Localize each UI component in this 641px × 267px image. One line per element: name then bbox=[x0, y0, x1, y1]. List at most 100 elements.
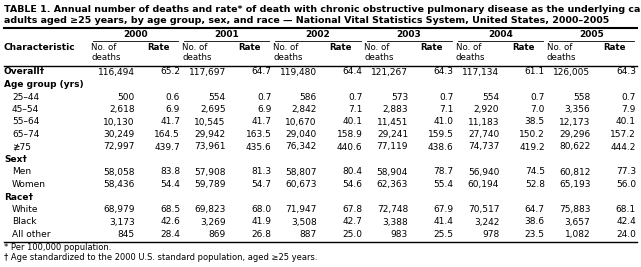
Text: No. of
deaths: No. of deaths bbox=[456, 43, 485, 62]
Text: Race†: Race† bbox=[4, 193, 33, 202]
Text: 52.8: 52.8 bbox=[525, 180, 545, 189]
Text: 54.7: 54.7 bbox=[251, 180, 271, 189]
Text: 29,942: 29,942 bbox=[195, 130, 226, 139]
Text: 76,342: 76,342 bbox=[286, 143, 317, 151]
Text: 68.1: 68.1 bbox=[616, 205, 636, 214]
Text: 45–54: 45–54 bbox=[12, 105, 39, 114]
Text: 439.7: 439.7 bbox=[154, 143, 180, 151]
Text: 3,388: 3,388 bbox=[382, 218, 408, 226]
Text: 68.0: 68.0 bbox=[251, 205, 271, 214]
Text: 81.3: 81.3 bbox=[251, 167, 271, 176]
Text: Age group (yrs): Age group (yrs) bbox=[4, 80, 83, 89]
Text: 41.0: 41.0 bbox=[434, 117, 454, 127]
Text: 3,173: 3,173 bbox=[109, 218, 135, 226]
Text: 25–44: 25–44 bbox=[12, 92, 39, 101]
Text: 60,194: 60,194 bbox=[468, 180, 499, 189]
Text: 116,494: 116,494 bbox=[97, 68, 135, 77]
Text: 554: 554 bbox=[208, 92, 226, 101]
Text: 73,961: 73,961 bbox=[194, 143, 226, 151]
Text: 61.1: 61.1 bbox=[525, 68, 545, 77]
Text: 2,618: 2,618 bbox=[109, 105, 135, 114]
Text: 0.7: 0.7 bbox=[531, 92, 545, 101]
Text: adults aged ≥25 years, by age group, sex, and race — National Vital Statistics S: adults aged ≥25 years, by age group, sex… bbox=[4, 16, 609, 25]
Text: 121,267: 121,267 bbox=[371, 68, 408, 77]
Text: 59,789: 59,789 bbox=[194, 180, 226, 189]
Text: 65–74: 65–74 bbox=[12, 130, 39, 139]
Text: 0.7: 0.7 bbox=[257, 92, 271, 101]
Text: 983: 983 bbox=[391, 230, 408, 239]
Text: 74,737: 74,737 bbox=[468, 143, 499, 151]
Text: 440.6: 440.6 bbox=[337, 143, 363, 151]
Text: 38.6: 38.6 bbox=[525, 218, 545, 226]
Text: 70,517: 70,517 bbox=[468, 205, 499, 214]
Text: 64.7: 64.7 bbox=[525, 205, 545, 214]
Text: 11,183: 11,183 bbox=[468, 117, 499, 127]
Text: 435.6: 435.6 bbox=[246, 143, 271, 151]
Text: 2005: 2005 bbox=[579, 30, 604, 39]
Text: 65.2: 65.2 bbox=[160, 68, 180, 77]
Text: 41.4: 41.4 bbox=[434, 218, 454, 226]
Text: 77.3: 77.3 bbox=[616, 167, 636, 176]
Text: 67.9: 67.9 bbox=[433, 205, 454, 214]
Text: 72,748: 72,748 bbox=[377, 205, 408, 214]
Text: 69,823: 69,823 bbox=[194, 205, 226, 214]
Text: 41.7: 41.7 bbox=[251, 117, 271, 127]
Text: ≵75: ≵75 bbox=[12, 143, 31, 151]
Text: * Per 100,000 population.: * Per 100,000 population. bbox=[4, 244, 112, 253]
Text: 80.4: 80.4 bbox=[342, 167, 363, 176]
Text: 62,363: 62,363 bbox=[377, 180, 408, 189]
Text: 887: 887 bbox=[299, 230, 317, 239]
Text: 978: 978 bbox=[482, 230, 499, 239]
Text: Rate: Rate bbox=[420, 43, 443, 52]
Text: 845: 845 bbox=[117, 230, 135, 239]
Text: 6.9: 6.9 bbox=[257, 105, 271, 114]
Text: 7.1: 7.1 bbox=[439, 105, 454, 114]
Text: 10,545: 10,545 bbox=[194, 117, 226, 127]
Text: 2004: 2004 bbox=[488, 30, 513, 39]
Text: 30,249: 30,249 bbox=[103, 130, 135, 139]
Text: 29,040: 29,040 bbox=[286, 130, 317, 139]
Text: 7.9: 7.9 bbox=[622, 105, 636, 114]
Text: 28.4: 28.4 bbox=[160, 230, 180, 239]
Text: 2,883: 2,883 bbox=[383, 105, 408, 114]
Text: 78.7: 78.7 bbox=[433, 167, 454, 176]
Text: 40.1: 40.1 bbox=[342, 117, 363, 127]
Text: 64.3: 64.3 bbox=[616, 68, 636, 77]
Text: 500: 500 bbox=[117, 92, 135, 101]
Text: 157.2: 157.2 bbox=[610, 130, 636, 139]
Text: 573: 573 bbox=[391, 92, 408, 101]
Text: 58,058: 58,058 bbox=[103, 167, 135, 176]
Text: Characteristic: Characteristic bbox=[4, 43, 76, 52]
Text: No. of
deaths: No. of deaths bbox=[365, 43, 394, 62]
Text: 68,979: 68,979 bbox=[103, 205, 135, 214]
Text: 56.0: 56.0 bbox=[616, 180, 636, 189]
Text: 3,356: 3,356 bbox=[565, 105, 590, 114]
Text: 42.4: 42.4 bbox=[616, 218, 636, 226]
Text: 158.9: 158.9 bbox=[337, 130, 363, 139]
Text: 0.7: 0.7 bbox=[439, 92, 454, 101]
Text: 2000: 2000 bbox=[123, 30, 148, 39]
Text: 117,134: 117,134 bbox=[462, 68, 499, 77]
Text: 55.4: 55.4 bbox=[434, 180, 454, 189]
Text: No. of
deaths: No. of deaths bbox=[547, 43, 576, 62]
Text: 163.5: 163.5 bbox=[246, 130, 271, 139]
Text: 438.6: 438.6 bbox=[428, 143, 454, 151]
Text: 126,005: 126,005 bbox=[553, 68, 590, 77]
Text: 27,740: 27,740 bbox=[468, 130, 499, 139]
Text: 24.0: 24.0 bbox=[616, 230, 636, 239]
Text: 54.4: 54.4 bbox=[160, 180, 180, 189]
Text: Rate: Rate bbox=[147, 43, 170, 52]
Text: 2,920: 2,920 bbox=[474, 105, 499, 114]
Text: 2,842: 2,842 bbox=[292, 105, 317, 114]
Text: 58,904: 58,904 bbox=[377, 167, 408, 176]
Text: 26.8: 26.8 bbox=[251, 230, 271, 239]
Text: 57,908: 57,908 bbox=[194, 167, 226, 176]
Text: 3,242: 3,242 bbox=[474, 218, 499, 226]
Text: 42.6: 42.6 bbox=[160, 218, 180, 226]
Text: Rate: Rate bbox=[603, 43, 626, 52]
Text: 54.6: 54.6 bbox=[342, 180, 363, 189]
Text: 117,697: 117,697 bbox=[188, 68, 226, 77]
Text: 55–64: 55–64 bbox=[12, 117, 39, 127]
Text: 64.4: 64.4 bbox=[343, 68, 363, 77]
Text: 2,695: 2,695 bbox=[200, 105, 226, 114]
